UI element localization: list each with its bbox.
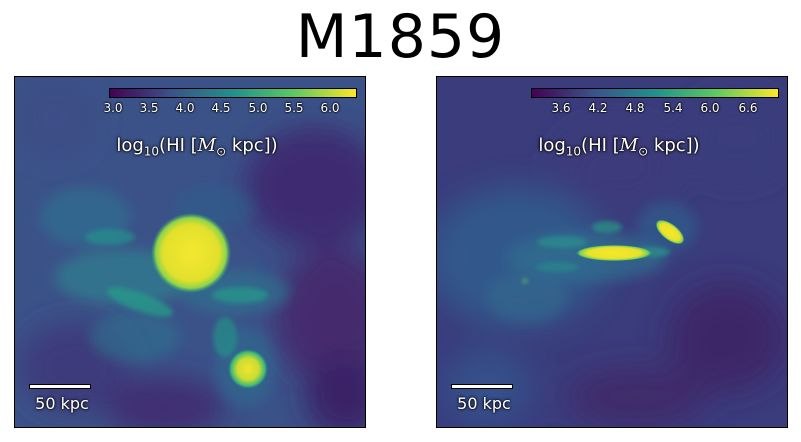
edge-on-disk-blob — [576, 245, 652, 261]
scale-bar-left — [29, 384, 91, 389]
main-galaxy-blob — [151, 213, 231, 293]
figure-title: M1859 — [295, 2, 506, 72]
colorbar-tick: 5.0 — [248, 101, 268, 115]
colorbar-tick: 4.5 — [211, 101, 231, 115]
scale-bar-label-left: 50 kpc — [35, 394, 89, 413]
colorbar-tick: 5.5 — [284, 101, 304, 115]
colorbar-right — [531, 88, 779, 98]
colorbar-tick: 5.4 — [663, 101, 683, 115]
colorbar-left — [109, 88, 357, 98]
hi-map-panel-left: 3.0 3.5 4.0 4.5 5.0 5.5 6.0 log10(HI [M⊙… — [14, 76, 366, 428]
colorbar-tick: 6.6 — [738, 101, 758, 115]
colorbar-label-right: log10(HI [M⊙ kpc]) — [538, 135, 700, 159]
satellite-galaxy-blob — [228, 349, 268, 389]
companion-blob — [655, 219, 685, 245]
scale-bar-label-right: 50 kpc — [457, 394, 511, 413]
colorbar-tick: 6.0 — [320, 101, 340, 115]
hi-density-map-right — [437, 77, 787, 427]
colorbar-tick: 4.0 — [175, 101, 195, 115]
hi-map-panel-right: 3.6 4.2 4.8 5.4 6.0 6.6 log10(HI [M⊙ kpc… — [436, 76, 788, 428]
colorbar-tick: 3.6 — [551, 101, 571, 115]
colorbar-tick: 6.0 — [700, 101, 720, 115]
hi-density-map-left — [15, 77, 365, 427]
colorbar-tick: 3.0 — [103, 101, 123, 115]
colorbar-tick: 3.5 — [139, 101, 159, 115]
colorbar-ticks-left: 3.0 3.5 4.0 4.5 5.0 5.5 6.0 — [103, 101, 357, 117]
scale-bar-right — [451, 384, 513, 389]
colorbar-tick: 4.8 — [625, 101, 645, 115]
colorbar-tick: 4.2 — [588, 101, 608, 115]
colorbar-ticks-right: 3.6 4.2 4.8 5.4 6.0 6.6 — [531, 101, 779, 117]
colorbar-label-left: log10(HI [M⊙ kpc]) — [116, 135, 278, 159]
